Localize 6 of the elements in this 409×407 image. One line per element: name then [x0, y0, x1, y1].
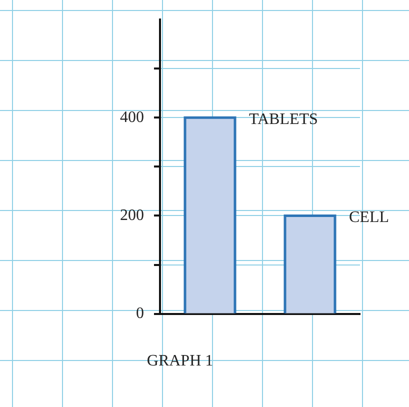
y-tick-label: 400 [120, 108, 144, 126]
annotation: CELL [349, 208, 389, 226]
text: GRAPH 1 [146, 352, 214, 370]
y-tick-label: 200 [120, 206, 144, 224]
y-tick-label: 0 [136, 305, 144, 322]
annotation: TABLETS [249, 110, 318, 128]
